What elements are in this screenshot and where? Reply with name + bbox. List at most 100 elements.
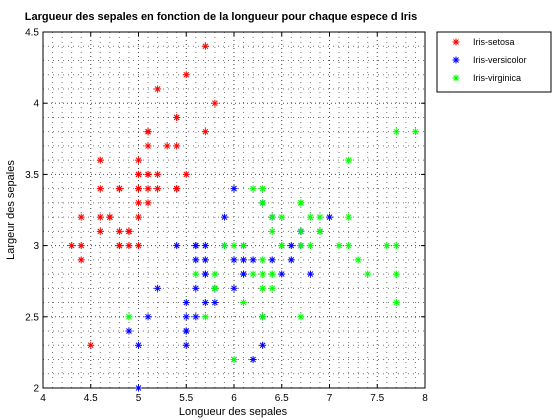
data-point — [220, 242, 228, 250]
x-tick-label: 7.5 — [370, 393, 384, 404]
data-point — [259, 270, 267, 278]
data-point — [201, 42, 209, 50]
data-point — [259, 284, 267, 292]
chart-title: Largueur des sepales en fonction de la l… — [25, 11, 417, 23]
x-tick-label: 5.5 — [179, 393, 193, 404]
x-axis-label: Longueur des sepales — [179, 406, 288, 418]
data-point — [297, 242, 305, 250]
data-point — [144, 185, 152, 193]
y-tick-label: 2.5 — [25, 312, 39, 323]
y-tick-label: 4.5 — [25, 28, 39, 39]
plot-area — [42, 31, 426, 389]
legend: Iris-setosa Iris-versicolor Iris-virginica — [436, 31, 552, 93]
y-tick-label: 4 — [33, 99, 39, 110]
data-point — [335, 242, 343, 250]
x-tick-label: 5 — [136, 393, 142, 404]
data-point — [392, 299, 400, 307]
series-iris-virginica — [125, 128, 419, 364]
data-point — [77, 242, 85, 250]
data-point — [249, 356, 257, 364]
data-point — [115, 185, 123, 193]
data-point — [154, 85, 162, 93]
data-point — [96, 213, 104, 221]
data-point — [383, 242, 391, 250]
y-tick-label: 3 — [33, 241, 39, 252]
data-point — [173, 113, 181, 121]
series-iris-setosa — [68, 42, 219, 349]
legend-label: Iris-setosa — [473, 37, 515, 47]
data-point — [220, 213, 228, 221]
data-point — [278, 270, 286, 278]
x-tick-label: 8 — [422, 393, 428, 404]
data-point — [278, 213, 286, 221]
data-point — [345, 242, 353, 250]
data-point — [182, 313, 190, 321]
data-point — [211, 270, 219, 278]
data-point — [154, 185, 162, 193]
x-tick-label: 6.5 — [275, 393, 289, 404]
data-point — [201, 313, 209, 321]
series-iris-versicolor — [125, 185, 333, 392]
data-point — [240, 256, 248, 264]
data-point — [230, 256, 238, 264]
data-point — [135, 384, 142, 392]
x-tick-label: 7 — [327, 393, 333, 404]
legend-marker — [452, 74, 460, 82]
data-point — [306, 270, 314, 278]
data-point — [87, 341, 95, 349]
data-point — [392, 128, 400, 136]
data-point — [268, 284, 276, 292]
data-point — [259, 341, 267, 349]
data-point — [230, 284, 238, 292]
data-point — [211, 99, 219, 107]
legend-label: Iris-virginica — [473, 73, 521, 83]
data-point — [392, 270, 400, 278]
data-point — [201, 270, 209, 278]
data-point — [268, 256, 276, 264]
data-point — [278, 242, 286, 250]
data-point — [173, 142, 181, 150]
data-point — [287, 242, 295, 250]
data-point — [135, 170, 142, 178]
y-tick-label: 3.5 — [25, 170, 39, 181]
data-point — [316, 213, 324, 221]
data-point — [268, 227, 276, 235]
data-point — [182, 327, 190, 335]
data-point — [240, 299, 248, 307]
data-point — [77, 256, 85, 264]
y-axis-label: Largeur des sepales — [5, 160, 17, 260]
axis-ticks: 4 4.5 5 5.5 6 6.5 7 7.5 8 2 2.5 3 3.5 4 4.5 — [25, 28, 428, 405]
data-point — [249, 270, 257, 278]
data-point — [259, 256, 267, 264]
data-points — [68, 42, 419, 392]
data-point — [230, 356, 238, 364]
data-point — [345, 156, 353, 164]
data-point — [68, 242, 76, 250]
data-point — [77, 213, 85, 221]
data-point — [411, 128, 419, 136]
data-point — [144, 142, 152, 150]
legend-label: Iris-versicolor — [473, 55, 527, 65]
data-point — [182, 71, 190, 79]
data-point — [192, 256, 200, 264]
data-point — [154, 170, 162, 178]
data-point — [173, 185, 181, 193]
data-point — [287, 256, 295, 264]
data-point — [230, 242, 238, 250]
data-point — [192, 313, 200, 321]
data-point — [259, 185, 267, 193]
data-point — [249, 185, 257, 193]
data-point — [201, 299, 209, 307]
x-tick-label: 4 — [40, 393, 46, 404]
data-point — [201, 256, 209, 264]
data-point — [230, 185, 238, 193]
data-point — [144, 128, 152, 136]
data-point — [249, 256, 257, 264]
data-point — [144, 170, 152, 178]
data-point — [182, 299, 190, 307]
data-point — [144, 199, 152, 207]
data-point — [192, 284, 200, 292]
x-tick-label: 4.5 — [84, 393, 98, 404]
data-point — [173, 242, 181, 250]
